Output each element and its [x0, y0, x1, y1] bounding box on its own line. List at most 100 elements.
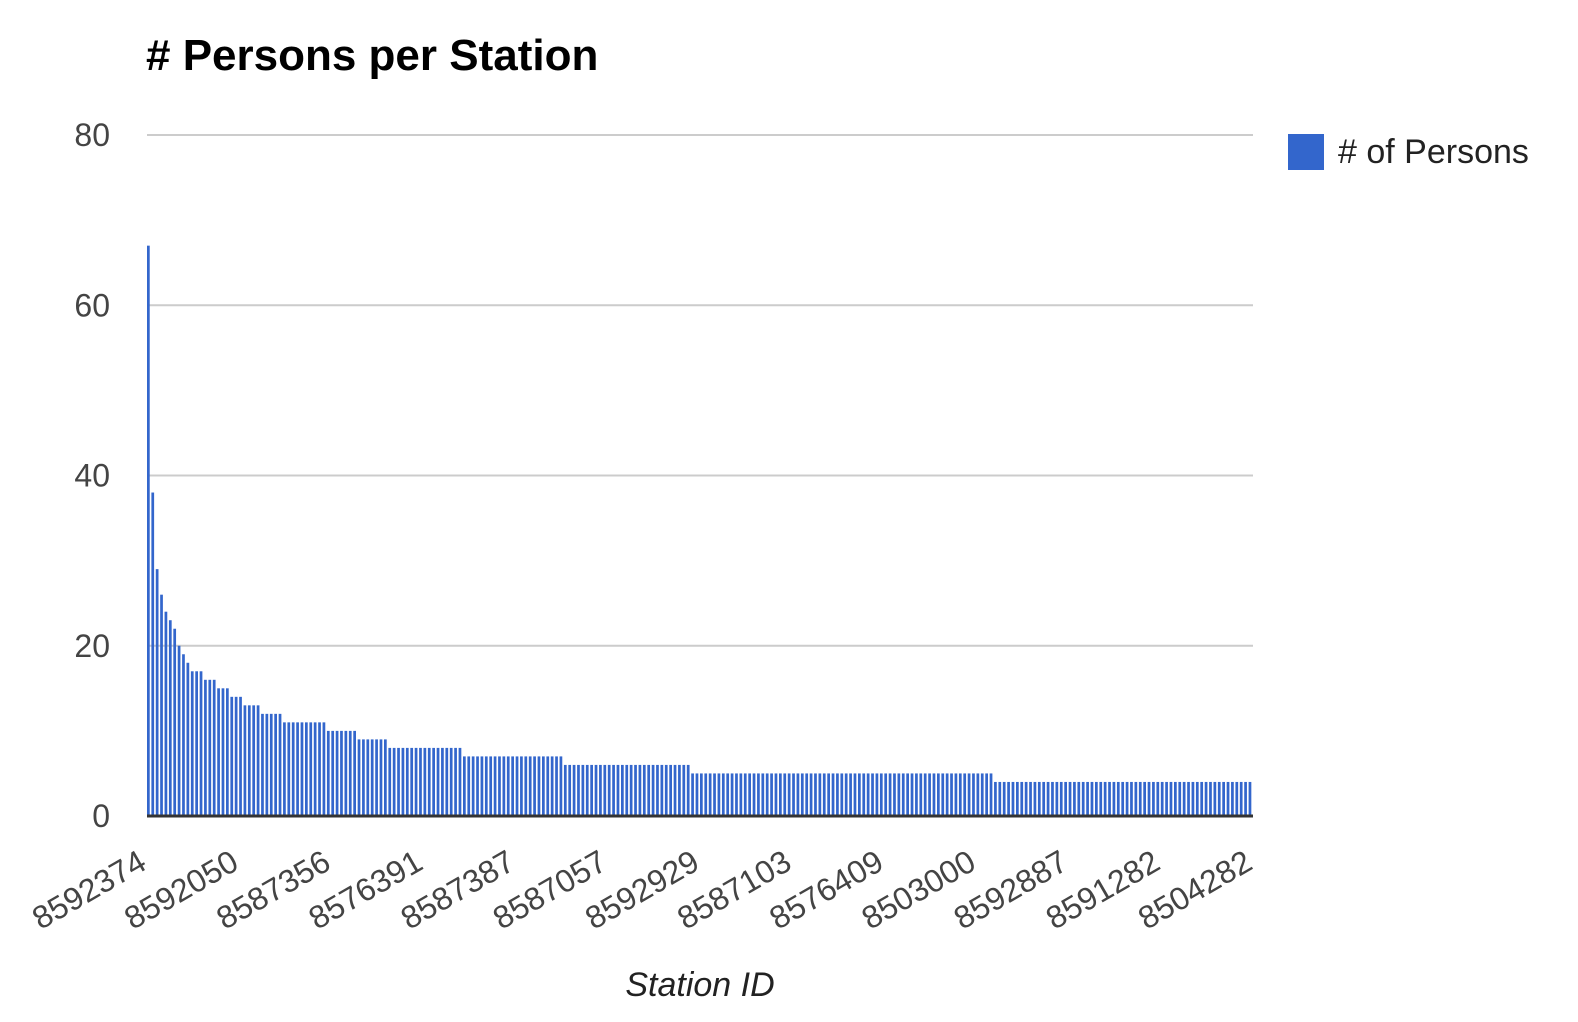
- bar[interactable]: [656, 764, 659, 816]
- bar[interactable]: [822, 773, 826, 816]
- bar[interactable]: [932, 773, 936, 816]
- bar[interactable]: [976, 773, 980, 816]
- bar[interactable]: [274, 713, 277, 816]
- bar[interactable]: [607, 764, 611, 816]
- bar[interactable]: [318, 722, 321, 816]
- bar[interactable]: [366, 739, 370, 816]
- bar[interactable]: [858, 773, 861, 816]
- bar[interactable]: [897, 773, 901, 816]
- bar[interactable]: [1024, 781, 1028, 816]
- bar[interactable]: [906, 773, 909, 816]
- bar[interactable]: [950, 773, 953, 816]
- bar[interactable]: [234, 696, 238, 816]
- bar[interactable]: [1029, 781, 1032, 816]
- bar[interactable]: [989, 773, 993, 816]
- bar[interactable]: [875, 773, 879, 816]
- bar[interactable]: [296, 722, 299, 816]
- bar[interactable]: [432, 747, 435, 816]
- bar[interactable]: [980, 773, 984, 816]
- bar[interactable]: [691, 773, 694, 816]
- bar[interactable]: [147, 245, 150, 816]
- bar[interactable]: [489, 756, 493, 816]
- bar[interactable]: [787, 773, 791, 816]
- bar[interactable]: [427, 747, 431, 816]
- bar[interactable]: [972, 773, 975, 816]
- bar[interactable]: [445, 747, 449, 816]
- bar[interactable]: [182, 654, 185, 816]
- bar[interactable]: [1138, 781, 1142, 816]
- bar[interactable]: [1121, 781, 1125, 816]
- bar[interactable]: [937, 773, 940, 816]
- bar[interactable]: [313, 722, 317, 816]
- bar[interactable]: [1200, 781, 1204, 816]
- bar[interactable]: [717, 773, 721, 816]
- bar[interactable]: [1007, 781, 1010, 816]
- bar[interactable]: [1042, 781, 1046, 816]
- bar[interactable]: [217, 688, 220, 816]
- bar[interactable]: [1020, 781, 1024, 816]
- bar[interactable]: [621, 764, 624, 816]
- bar[interactable]: [1086, 781, 1089, 816]
- bar[interactable]: [533, 756, 536, 816]
- bar[interactable]: [1016, 781, 1019, 816]
- bar[interactable]: [458, 747, 462, 816]
- bar[interactable]: [800, 773, 804, 816]
- bar[interactable]: [809, 773, 813, 816]
- bar[interactable]: [261, 713, 264, 816]
- bar[interactable]: [967, 773, 971, 816]
- bar[interactable]: [1002, 781, 1006, 816]
- bar[interactable]: [498, 756, 501, 816]
- bar[interactable]: [1099, 781, 1103, 816]
- bar[interactable]: [1116, 781, 1120, 816]
- bar[interactable]: [1033, 781, 1037, 816]
- bar[interactable]: [335, 730, 339, 817]
- bar[interactable]: [1222, 781, 1225, 816]
- bar[interactable]: [186, 662, 190, 816]
- bar[interactable]: [1165, 781, 1168, 816]
- bar[interactable]: [326, 730, 330, 817]
- bar[interactable]: [454, 747, 457, 816]
- bar[interactable]: [1156, 781, 1160, 816]
- bar[interactable]: [770, 773, 773, 816]
- bar[interactable]: [765, 773, 769, 816]
- bar[interactable]: [226, 688, 229, 816]
- bar[interactable]: [1046, 781, 1050, 816]
- bar[interactable]: [1103, 781, 1107, 816]
- bar[interactable]: [155, 569, 159, 816]
- bar[interactable]: [1226, 781, 1230, 816]
- bar[interactable]: [168, 620, 172, 816]
- bar[interactable]: [322, 722, 326, 816]
- bar[interactable]: [243, 705, 247, 816]
- bar[interactable]: [963, 773, 967, 816]
- bar[interactable]: [761, 773, 765, 816]
- bar[interactable]: [247, 705, 251, 816]
- bar[interactable]: [757, 773, 760, 816]
- bar[interactable]: [502, 756, 506, 816]
- bar[interactable]: [291, 722, 295, 816]
- bar[interactable]: [941, 773, 945, 816]
- bar[interactable]: [1213, 781, 1217, 816]
- bar[interactable]: [1174, 781, 1177, 816]
- bar[interactable]: [555, 756, 558, 816]
- bar[interactable]: [370, 739, 374, 816]
- bar[interactable]: [388, 747, 392, 816]
- bar[interactable]: [713, 773, 716, 816]
- bar[interactable]: [700, 773, 703, 816]
- bar[interactable]: [735, 773, 738, 816]
- bar[interactable]: [866, 773, 870, 816]
- bar[interactable]: [748, 773, 751, 816]
- bar[interactable]: [195, 671, 198, 816]
- bar[interactable]: [577, 764, 580, 816]
- bar[interactable]: [300, 722, 304, 816]
- bar[interactable]: [520, 756, 523, 816]
- bar[interactable]: [528, 756, 532, 816]
- bar[interactable]: [708, 773, 712, 816]
- bar[interactable]: [779, 773, 782, 816]
- bar[interactable]: [919, 773, 923, 816]
- bar[interactable]: [480, 756, 484, 816]
- bar[interactable]: [511, 756, 514, 816]
- bar[interactable]: [190, 671, 194, 816]
- bar[interactable]: [1248, 781, 1252, 816]
- bar[interactable]: [410, 747, 414, 816]
- bar[interactable]: [305, 722, 308, 816]
